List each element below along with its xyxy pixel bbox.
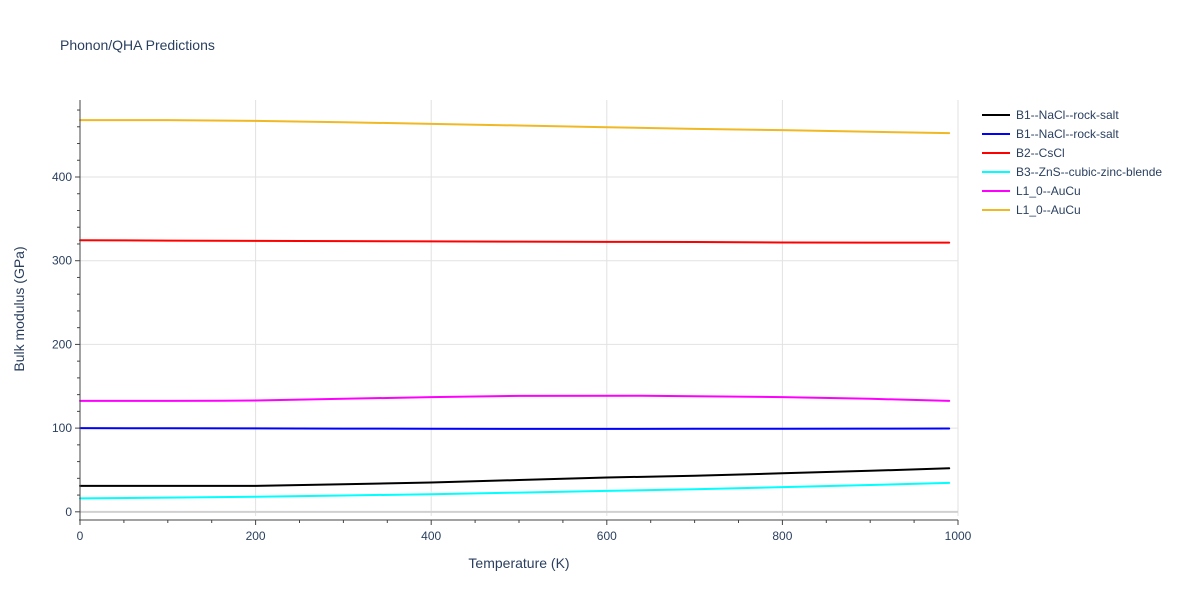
series-line-1: [79, 427, 951, 430]
y-axis-title: Bulk modulus (GPa): [11, 246, 27, 371]
grid-layer: [80, 100, 959, 516]
series-line-0: [79, 467, 951, 487]
x-tick-label: 0: [77, 529, 84, 543]
y-tick-label: 200: [52, 337, 72, 351]
axis-layer: 0 200 400 600 800 1000 0 100 200 300 400: [52, 100, 972, 543]
legend-label: L1_0--AuCu: [1016, 184, 1081, 198]
chart-title: Phonon/QHA Predictions: [60, 37, 215, 53]
series-line-4: [79, 394, 951, 402]
x-tick-label: 600: [597, 529, 617, 543]
x-tick-label: 1000: [945, 529, 972, 543]
y-tick-label: 100: [52, 421, 72, 435]
x-tick-label: 800: [772, 529, 792, 543]
legend-label: L1_0--AuCu: [1016, 203, 1081, 217]
legend-label: B1--NaCl--rock-salt: [1016, 108, 1119, 122]
legend-label: B3--ZnS--cubic-zinc-blende: [1016, 165, 1162, 179]
series-line-3: [79, 481, 951, 500]
y-tick-label: 0: [65, 505, 72, 519]
legend-label: B2--CsCl: [1016, 146, 1065, 160]
legend-label: B1--NaCl--rock-salt: [1016, 127, 1119, 141]
series-line-2: [79, 239, 951, 244]
series-line-5: [79, 119, 951, 135]
y-tick-label: 300: [52, 254, 72, 268]
y-tick-label: 400: [52, 170, 72, 184]
legend: B1--NaCl--rock-salt B1--NaCl--rock-salt B2…: [982, 108, 1162, 217]
x-axis-title: Temperature (K): [468, 555, 569, 571]
x-tick-label: 200: [246, 529, 266, 543]
series-layer: [79, 119, 951, 500]
x-tick-label: 400: [421, 529, 441, 543]
